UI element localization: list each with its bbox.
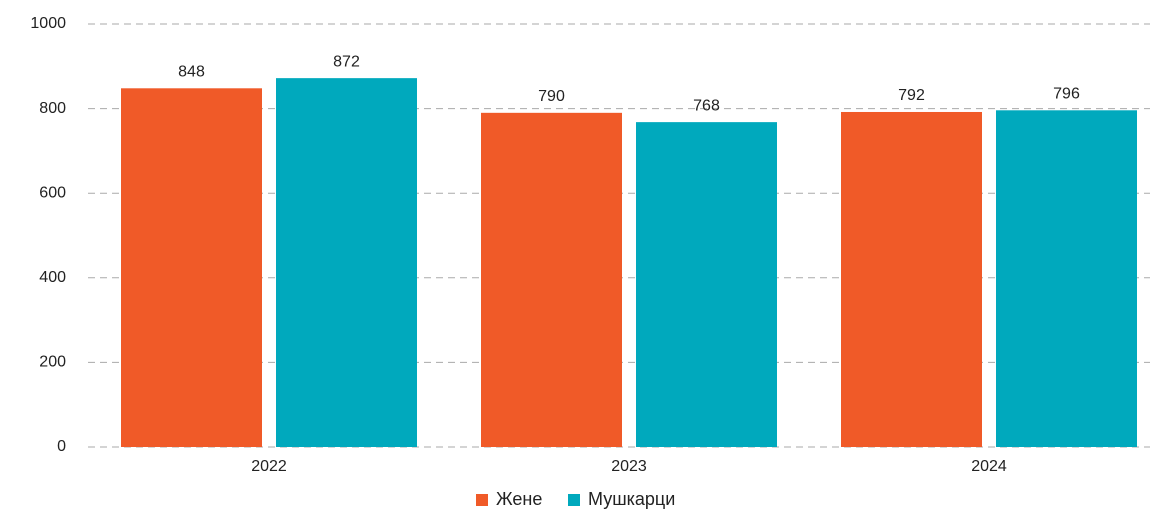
bar [636, 122, 777, 448]
bar [121, 88, 262, 448]
value-label: 796 [1053, 86, 1080, 103]
legend-swatch [568, 494, 580, 506]
x-tick-label: 2024 [971, 458, 1007, 475]
legend-swatch [476, 494, 488, 506]
x-tick-label: 2022 [251, 458, 287, 475]
y-tick-label: 800 [39, 100, 66, 117]
value-label: 792 [898, 87, 925, 104]
y-tick-label: 0 [57, 438, 66, 455]
bar [276, 78, 417, 448]
legend-label: Жене [496, 489, 542, 509]
legend-label: Мушкарци [588, 489, 675, 509]
bar [481, 112, 622, 447]
y-tick-label: 200 [39, 354, 66, 371]
bar [841, 111, 982, 447]
value-label: 848 [178, 64, 205, 81]
y-tick-label: 1000 [30, 15, 66, 32]
value-label: 790 [538, 88, 565, 105]
y-tick-label: 600 [39, 184, 66, 201]
x-tick-label: 2023 [611, 458, 647, 475]
bar [996, 110, 1137, 448]
value-label: 768 [693, 97, 720, 114]
value-label: 872 [333, 53, 360, 70]
y-tick-label: 400 [39, 269, 66, 286]
